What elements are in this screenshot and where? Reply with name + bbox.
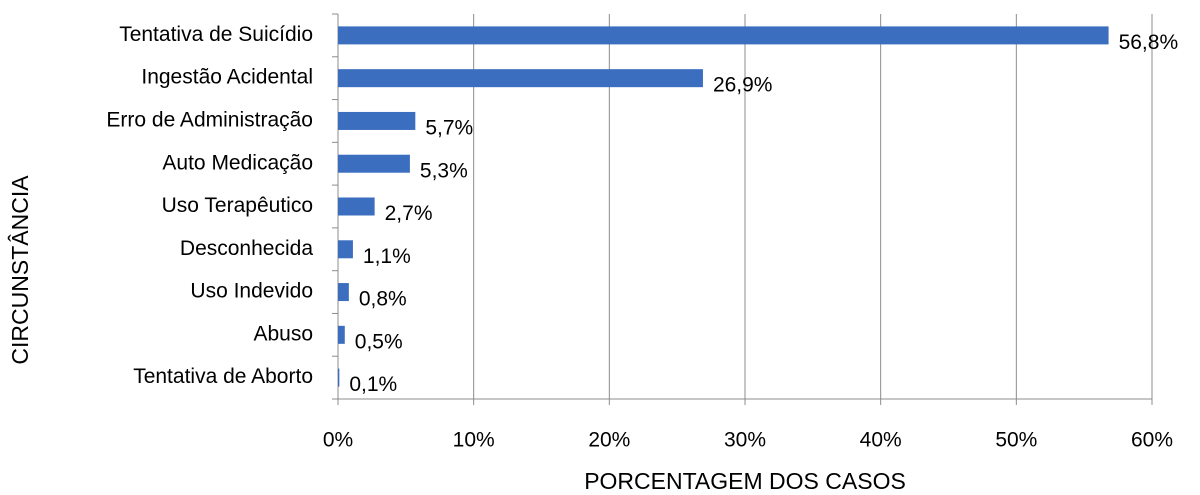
x-tick-label: 60% [1131,429,1173,452]
value-label: 0,8% [359,288,407,311]
y-axis-title: CIRCUNSTÂNCIA [7,175,33,365]
bar [338,197,375,216]
bar [338,368,340,387]
x-tick-label: 50% [995,429,1037,452]
bar [338,283,349,302]
bar [338,325,345,344]
value-label: 2,7% [385,202,433,225]
y-tick-label: Ingestão Acidental [141,66,313,89]
x-tick-label: 30% [724,429,766,452]
y-tick-label: Auto Medicação [162,151,313,174]
x-tick-label: 20% [588,429,630,452]
bar [338,69,703,88]
bar [338,154,410,173]
y-tick-label: Abuso [253,322,313,345]
bar [338,111,416,130]
value-label: 5,7% [425,116,473,139]
bar [338,26,1109,45]
value-label: 1,1% [363,245,411,268]
x-tick-label: 10% [453,429,495,452]
bar [338,240,353,259]
y-tick-label: Uso Indevido [190,280,313,303]
y-tick-label: Tentativa de Suicídio [119,23,313,46]
y-tick-label: Erro de Administração [106,108,313,131]
value-label: 26,9% [713,74,773,97]
value-label: 56,8% [1119,31,1179,54]
y-tick-label: Tentativa de Aborto [133,365,313,388]
value-label: 0,1% [349,373,397,396]
y-tick-label: Uso Terapêutico [162,194,313,217]
x-tick-label: 40% [860,429,902,452]
x-axis-title: PORCENTAGEM DOS CASOS [584,468,906,494]
x-tick-label: 0% [323,429,353,452]
value-label: 5,3% [420,159,468,182]
y-tick-label: Desconhecida [180,237,313,260]
value-label: 0,5% [355,330,403,353]
